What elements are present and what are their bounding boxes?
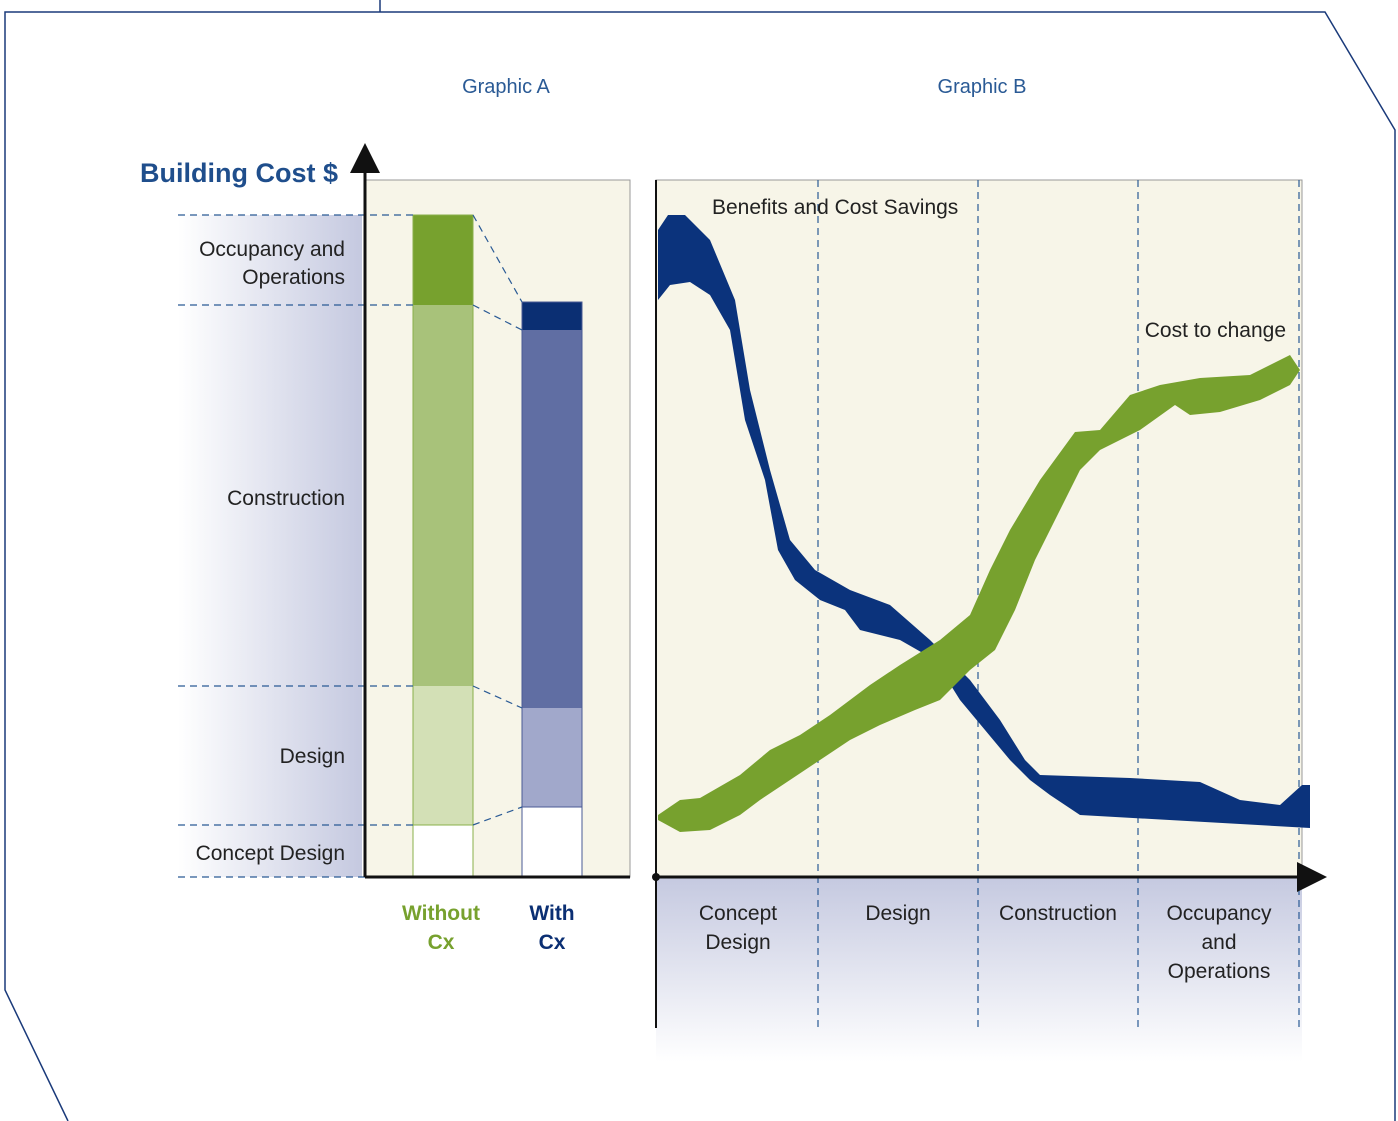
curve-label: Benefits and Cost Savings — [712, 196, 958, 219]
phase-label: Construction — [999, 902, 1117, 925]
y-label: Concept Design — [196, 842, 345, 865]
phase-label: Concept — [699, 902, 777, 925]
label-band — [178, 215, 362, 877]
y-label: Operations — [242, 266, 345, 289]
phase-label: Design — [865, 902, 930, 925]
origin — [652, 873, 660, 881]
phase-label: Occupancy — [1166, 902, 1272, 925]
frame — [4, 0, 1396, 1121]
graphic-a-title: Graphic A — [462, 76, 550, 98]
panel-a — [364, 179, 631, 878]
benefits-band — [658, 215, 1310, 828]
axis-label: Building Cost $ — [140, 158, 338, 188]
curve-label: Cost to change — [1145, 319, 1286, 342]
bar-label: Cx — [428, 931, 455, 954]
phase-label: Operations — [1168, 960, 1271, 983]
phase-band — [656, 877, 1302, 1062]
level-lines — [178, 214, 523, 878]
bar-label: With — [529, 902, 574, 925]
bar-label: Without — [402, 902, 480, 925]
y-label: Occupancy and — [199, 238, 345, 261]
phase-label: Design — [705, 931, 770, 954]
bars — [412, 214, 583, 878]
graphic-b-title: Graphic B — [938, 76, 1027, 98]
y-label: Construction — [227, 487, 345, 510]
phase-label: and — [1201, 931, 1236, 954]
bar-label: Cx — [539, 931, 566, 954]
y-label: Design — [280, 745, 345, 768]
cost-band — [658, 355, 1300, 832]
